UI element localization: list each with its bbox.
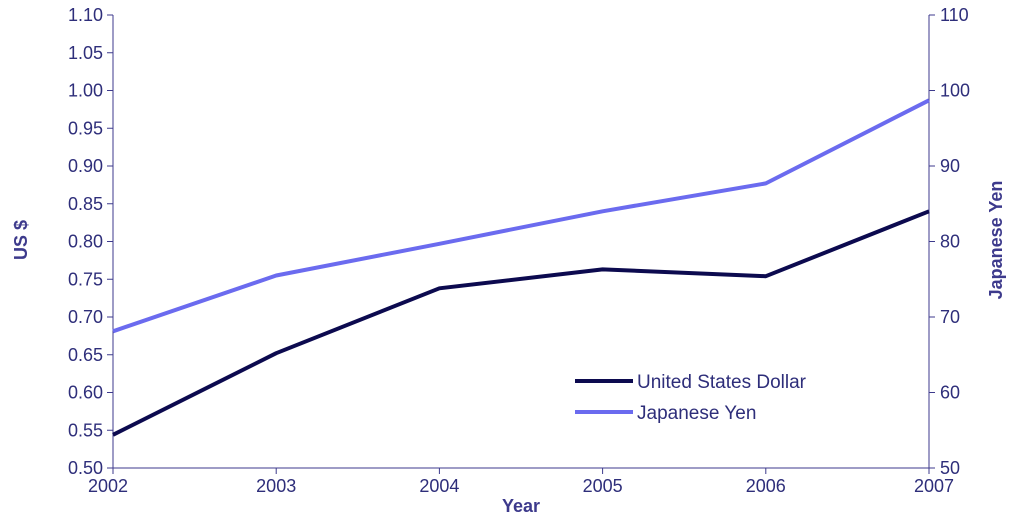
y-tick-label: 0.65	[68, 345, 103, 365]
y2-tick-label: 100	[940, 81, 970, 101]
chart-series	[112, 98, 930, 437]
x-tick-label: 2003	[256, 476, 296, 496]
series-line-jpy	[112, 98, 930, 334]
y-tick-label: 1.10	[68, 5, 103, 25]
y-tick-label: 0.60	[68, 383, 103, 403]
y2-tick-label: 80	[940, 232, 960, 252]
x-axis-title: Year	[502, 496, 540, 516]
x-tick-label: 2007	[914, 476, 954, 496]
x-tick-label: 2006	[746, 476, 786, 496]
chart-axes	[112, 15, 930, 469]
chart-ticks: 0.50 0.55 0.60 0.65 0.70 0.75 0.80 0.85 0.90 0.95…	[68, 5, 970, 496]
y-tick-label: 0.85	[68, 194, 103, 214]
series-line-usd	[112, 209, 930, 437]
y2-tick-label: 70	[940, 307, 960, 327]
chart-legend: United States Dollar Japanese Yen	[575, 372, 807, 424]
y-tick-label: 0.50	[68, 458, 103, 478]
y2-tick-label: 110	[940, 5, 969, 25]
y2-tick-label: 90	[940, 156, 960, 176]
y2-tick-label: 50	[940, 458, 960, 478]
y-axis-title: US $	[11, 220, 31, 260]
y-tick-label: 0.90	[68, 156, 103, 176]
y-tick-label: 0.55	[68, 420, 103, 440]
y-tick-label: 1.00	[68, 81, 103, 101]
y-tick-label: 0.70	[68, 307, 103, 327]
y-tick-label: 0.75	[68, 269, 103, 289]
x-tick-label: 2004	[419, 476, 459, 496]
legend-label-jpy: Japanese Yen	[637, 403, 756, 424]
x-tick-label: 2005	[583, 476, 623, 496]
y-tick-label: 1.05	[68, 43, 103, 63]
y2-axis-title: Japanese Yen	[986, 181, 1006, 300]
y-tick-label: 0.80	[68, 232, 103, 252]
legend-label-usd: United States Dollar	[637, 372, 807, 393]
y2-tick-label: 60	[940, 383, 960, 403]
y-tick-label: 0.95	[68, 118, 103, 138]
x-tick-label: 2002	[88, 476, 128, 496]
